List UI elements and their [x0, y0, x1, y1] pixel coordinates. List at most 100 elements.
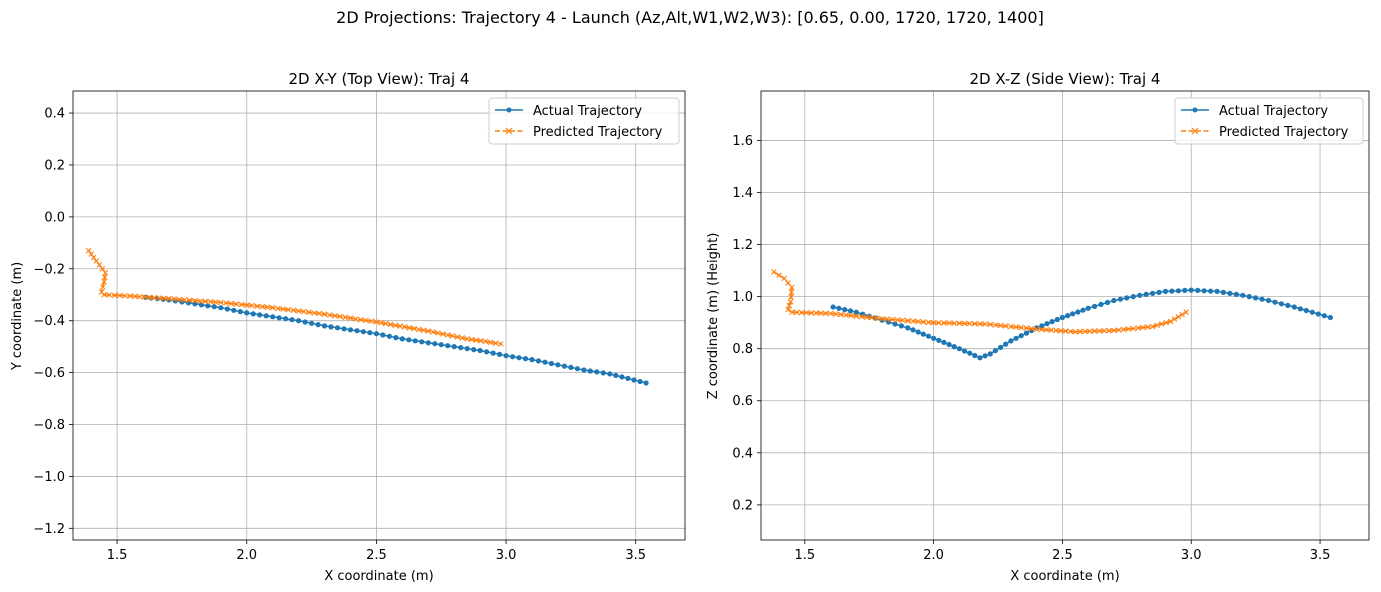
top-view-actual-point	[250, 311, 256, 317]
side-view-predicted-point	[863, 314, 870, 320]
top-view-predicted-point	[171, 296, 177, 302]
side-view-actual-point	[1272, 299, 1278, 305]
top-view-actual-point	[315, 322, 321, 328]
side-view-predicted-point	[972, 320, 978, 327]
top-view-predicted-point	[401, 324, 408, 330]
top-view-actual-point	[432, 341, 438, 347]
side-view-actual-point	[1003, 341, 1009, 347]
side-view-predicted-point	[789, 309, 795, 315]
top-view-predicted-point	[301, 308, 307, 315]
side-view-actual-point	[1137, 292, 1143, 298]
top-view-y-tick-label: 0.0	[44, 210, 65, 225]
top-view-actual-point	[218, 305, 224, 311]
side-view-predicted-point	[1179, 311, 1185, 318]
side-view-predicted-point	[1135, 325, 1141, 331]
top-view-actual-point	[451, 344, 457, 350]
top-view-predicted-point	[238, 301, 245, 308]
side-view-y-tick-label: 0.2	[732, 498, 753, 513]
side-view-actual-point	[1233, 291, 1239, 297]
top-view-predicted-point	[487, 339, 494, 346]
side-view-predicted-point	[936, 320, 942, 326]
top-view-predicted-point	[100, 284, 106, 290]
side-view-y-tick-label: 0.4	[732, 446, 753, 461]
side-view-predicted-point	[853, 313, 860, 319]
side-view-predicted-point	[1111, 327, 1117, 334]
side-view-predicted-point	[1077, 328, 1083, 335]
side-view-predicted-point	[1058, 328, 1064, 334]
side-view-actual-point	[1195, 287, 1201, 293]
top-view-predicted-point	[101, 291, 107, 298]
top-view-actual-point	[574, 366, 581, 372]
top-view-predicted-point	[306, 309, 312, 316]
side-view-x-tick-label: 3.5	[1310, 548, 1331, 563]
side-view-y-tick-label: 1.4	[732, 186, 753, 201]
side-view-actual-point	[1150, 290, 1156, 296]
top-view-predicted-point	[425, 328, 432, 334]
side-view-actual-point	[1285, 302, 1291, 308]
side-view-predicted-point	[788, 294, 794, 300]
top-view-predicted-point	[218, 299, 224, 306]
top-view-predicted-point	[435, 330, 441, 336]
side-view-predicted-point	[1149, 323, 1156, 330]
top-view-x-tick-label: 2.0	[236, 548, 257, 563]
side-view-predicted-point	[1023, 325, 1030, 331]
top-view-predicted-point	[311, 310, 317, 316]
side-view-actual-point	[1085, 305, 1091, 311]
top-view-predicted-point	[478, 338, 484, 344]
top-view-grid	[73, 91, 685, 540]
top-view-title: 2D X-Y (Top View): Traj 4	[289, 70, 470, 88]
top-view-actual-point	[237, 309, 243, 315]
top-view-predicted-point	[166, 295, 172, 302]
side-view-predicted-point	[946, 320, 952, 326]
side-view-predicted-point	[1096, 328, 1103, 334]
top-view-predicted-point	[387, 321, 394, 328]
top-view-actual-point	[321, 323, 328, 329]
side-view-actual-point	[1092, 303, 1098, 309]
side-view-predicted-point	[869, 314, 875, 321]
top-view-actual-point	[302, 319, 308, 325]
side-view-predicted-point	[843, 312, 849, 318]
side-view-x-tick-label: 3.0	[1181, 548, 1202, 563]
side-view-plot: 1.5 2.0 2.5 3.0 3.51.61.41.21.00.80.60.40.2 …	[706, 70, 1370, 584]
side-view-predicted-point	[1167, 318, 1174, 325]
top-view-predicted-point	[116, 292, 123, 299]
side-view-actual-point	[1297, 306, 1303, 312]
side-view-actual-point	[898, 323, 905, 329]
top-view-predicted-point	[332, 313, 338, 319]
top-view-actual-point	[425, 340, 431, 346]
side-view-actual-point	[1240, 292, 1246, 298]
top-view-predicted-point	[137, 293, 143, 300]
side-view-actual-point	[1162, 288, 1169, 294]
side-view-predicted-markers	[771, 269, 1189, 335]
side-view-actual-point	[860, 311, 866, 317]
top-view-actual-point	[341, 326, 347, 332]
top-view-actual-point	[643, 380, 649, 386]
side-view-x-axis-label: X coordinate (m)	[1010, 569, 1119, 584]
top-view-predicted-point	[358, 316, 364, 323]
side-view-actual-point	[1070, 311, 1076, 317]
top-view-actual-point	[386, 333, 392, 339]
side-view-predicted-point	[874, 315, 880, 321]
side-view-actual-point	[853, 309, 859, 315]
top-view-actual-point	[607, 371, 613, 377]
side-view-actual-point	[951, 344, 957, 350]
side-view-actual-point	[992, 348, 999, 354]
top-view-actual-point	[555, 362, 561, 368]
side-view-actual-point	[1201, 288, 1207, 294]
side-view-predicted-point	[966, 320, 973, 327]
side-view-predicted-point	[961, 320, 968, 327]
top-view-legend-predicted-marker	[505, 127, 513, 135]
side-view-predicted-point	[925, 319, 932, 326]
side-view-actual-point	[1098, 301, 1104, 307]
side-view-actual-point	[1253, 295, 1259, 301]
side-view-predicted-point	[798, 309, 805, 316]
side-view-predicted-point	[905, 317, 911, 324]
top-view-predicted-point	[326, 312, 333, 318]
top-view-actual-point	[522, 356, 529, 362]
side-view-actual-point	[1169, 288, 1175, 294]
side-view-predicted-point	[1087, 328, 1093, 335]
side-view-predicted-point	[838, 311, 844, 318]
top-view-actual-point	[497, 351, 503, 357]
top-view-x-axis-label: X coordinate (m)	[324, 569, 433, 584]
top-view-actual-point	[263, 313, 269, 319]
